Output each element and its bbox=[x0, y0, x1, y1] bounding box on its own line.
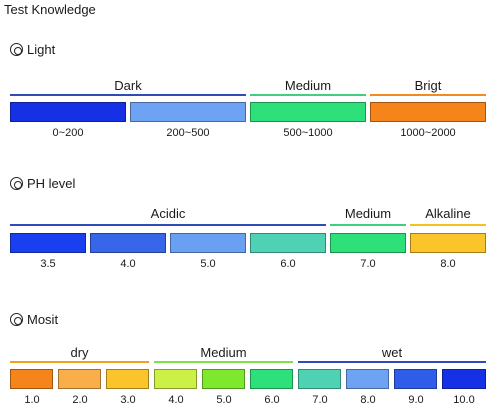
moist-group-dry: dry bbox=[10, 345, 149, 365]
ph-group-alkaline: Alkaline bbox=[410, 206, 486, 228]
light-swatch-4 bbox=[370, 102, 486, 122]
moist-swatch-8 bbox=[346, 369, 389, 389]
moist-group-wet-label: wet bbox=[381, 345, 403, 360]
moist-group-wet: wet bbox=[298, 345, 486, 365]
moist-value-3: 3.0 bbox=[120, 394, 136, 406]
moist-value-6: 6.0 bbox=[264, 394, 280, 406]
moist-swatch-2 bbox=[58, 369, 101, 389]
moist-value-1: 1.0 bbox=[24, 394, 40, 406]
light-group-medium-line bbox=[250, 94, 366, 96]
circle-icon bbox=[10, 177, 23, 190]
moist-swatch-3 bbox=[106, 369, 149, 389]
moist-group-dry-label: dry bbox=[70, 345, 89, 360]
ph-group-medium: Medium bbox=[330, 206, 406, 228]
ph-group-acidic-line bbox=[10, 224, 326, 226]
moist-value-4: 4.0 bbox=[168, 394, 184, 406]
ph-value-2: 4.0 bbox=[120, 258, 136, 270]
ph-swatch-4 bbox=[250, 233, 326, 253]
ph-value-5: 7.0 bbox=[360, 258, 376, 270]
ph-group-alkaline-line bbox=[410, 224, 486, 226]
moist-group-medium: Medium bbox=[154, 345, 293, 365]
circle-icon bbox=[10, 313, 23, 326]
light-swatch-3 bbox=[250, 102, 366, 122]
moist-value-7: 7.0 bbox=[312, 394, 328, 406]
moist-swatch-10 bbox=[442, 369, 486, 389]
light-section-title: Light bbox=[10, 42, 55, 57]
light-group-dark-line bbox=[10, 94, 246, 96]
light-group-medium: Medium bbox=[250, 78, 366, 98]
ph-value-1: 3.5 bbox=[40, 258, 56, 270]
page-title: Test Knowledge bbox=[4, 2, 96, 17]
ph-swatch-1 bbox=[10, 233, 86, 253]
ph-group-alkaline-label: Alkaline bbox=[425, 206, 471, 221]
moist-swatch-9 bbox=[394, 369, 437, 389]
moist-swatch-5 bbox=[202, 369, 245, 389]
moist-section-title: Mosit bbox=[10, 312, 58, 327]
moist-swatch-1 bbox=[10, 369, 53, 389]
moist-value-10: 10.0 bbox=[453, 394, 475, 406]
light-value-3: 500~1000 bbox=[283, 127, 333, 139]
moist-value-5: 5.0 bbox=[216, 394, 232, 406]
light-title-label: Light bbox=[27, 42, 56, 57]
ph-group-acidic-label: Acidic bbox=[150, 206, 186, 221]
ph-group-acidic: Acidic bbox=[10, 206, 326, 228]
light-group-medium-label: Medium bbox=[284, 78, 332, 93]
ph-value-6: 8.0 bbox=[440, 258, 456, 270]
ph-swatch-6 bbox=[410, 233, 486, 253]
light-swatch-2 bbox=[130, 102, 246, 122]
moist-swatch-6 bbox=[250, 369, 293, 389]
moist-swatch-7 bbox=[298, 369, 341, 389]
ph-group-medium-line bbox=[330, 224, 406, 226]
moist-title-label: Mosit bbox=[27, 312, 59, 327]
light-value-1: 0~200 bbox=[52, 127, 84, 139]
moist-value-8: 8.0 bbox=[360, 394, 376, 406]
moist-group-medium-line bbox=[154, 361, 293, 363]
circle-icon bbox=[10, 43, 23, 56]
ph-group-medium-label: Medium bbox=[344, 206, 392, 221]
moist-group-dry-line bbox=[10, 361, 149, 363]
light-value-2: 200~500 bbox=[166, 127, 210, 139]
ph-swatch-3 bbox=[170, 233, 246, 253]
light-value-4: 1000~2000 bbox=[400, 127, 456, 139]
light-group-bright-line bbox=[370, 94, 486, 96]
light-swatch-1 bbox=[10, 102, 126, 122]
ph-value-4: 6.0 bbox=[280, 258, 296, 270]
ph-title-label: PH level bbox=[27, 176, 76, 191]
moist-swatch-4 bbox=[154, 369, 197, 389]
moist-value-2: 2.0 bbox=[72, 394, 88, 406]
ph-swatch-2 bbox=[90, 233, 166, 253]
moist-group-wet-line bbox=[298, 361, 486, 363]
ph-section-title: PH level bbox=[10, 176, 75, 191]
ph-swatch-5 bbox=[330, 233, 406, 253]
ph-value-3: 5.0 bbox=[200, 258, 216, 270]
moist-value-9: 9.0 bbox=[408, 394, 424, 406]
light-group-dark: Dark bbox=[10, 78, 246, 98]
moist-group-medium-label: Medium bbox=[200, 345, 247, 360]
light-group-dark-label: Dark bbox=[114, 78, 142, 93]
light-group-bright: Brigt bbox=[370, 78, 486, 98]
light-group-bright-label: Brigt bbox=[414, 78, 442, 93]
